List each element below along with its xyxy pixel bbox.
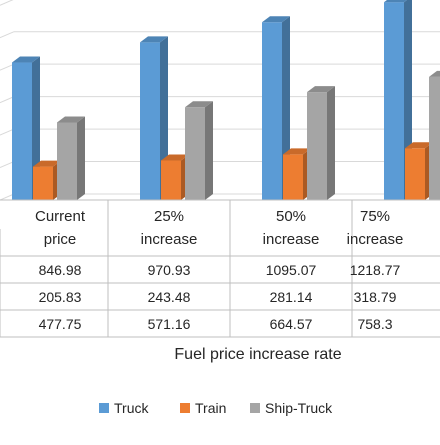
bar-top	[161, 154, 189, 161]
bar	[12, 56, 40, 201]
bar	[185, 101, 213, 200]
bar-top	[283, 148, 311, 155]
bar	[429, 70, 440, 200]
data-label: 205.83	[39, 289, 82, 305]
bar-side	[327, 86, 335, 200]
x-axis-label: Fuel price increase rate	[174, 346, 341, 363]
bar-front	[307, 92, 327, 200]
category-label: increase	[347, 231, 404, 248]
bar	[161, 154, 189, 200]
bar	[140, 36, 168, 200]
category-label: increase	[141, 231, 198, 248]
legend-label: Train	[195, 400, 226, 416]
category-label: Current	[35, 208, 86, 225]
bar-side	[205, 101, 213, 200]
gridline-side	[0, 128, 15, 136]
category-label: price	[44, 231, 77, 248]
legend-label: Ship-Truck	[265, 400, 333, 416]
bar-front	[57, 122, 77, 200]
data-label: 243.48	[148, 289, 191, 305]
bar-top	[429, 70, 440, 77]
bar-front	[429, 76, 440, 200]
bar-top	[57, 116, 85, 123]
gridline-side	[0, 0, 14, 6]
gridline-side	[0, 31, 15, 39]
data-label: 970.93	[148, 262, 191, 278]
bar-top	[33, 160, 61, 167]
bar-front	[33, 166, 53, 200]
data-label: 664.57	[270, 316, 313, 332]
gridline-side	[0, 193, 15, 201]
data-label: 758.3	[357, 316, 392, 332]
bar-top	[307, 86, 335, 93]
bar-front	[185, 107, 205, 200]
bar-top	[12, 56, 40, 63]
legend-swatch	[250, 403, 260, 413]
bar-front	[384, 2, 404, 200]
category-label: 75%	[360, 208, 390, 225]
data-label: 281.14	[270, 289, 313, 305]
category-label: increase	[263, 231, 320, 248]
bar-front	[405, 148, 425, 200]
bar	[405, 142, 433, 200]
bar-top	[262, 16, 290, 23]
bar	[307, 86, 335, 200]
bar-top	[405, 142, 433, 149]
bar	[283, 148, 311, 200]
bar-top	[185, 101, 213, 108]
data-label: 1095.07	[266, 262, 317, 278]
bar-front	[283, 154, 303, 200]
bar-front	[140, 42, 160, 200]
bars	[12, 0, 440, 201]
legend-swatch	[180, 403, 190, 413]
gridline-side	[0, 63, 15, 71]
data-table: Current price 25% increase 50% increase 75% inc…	[0, 199, 440, 338]
data-label: 846.98	[39, 262, 82, 278]
category-label: 25%	[154, 208, 184, 225]
data-label: 1218.77	[350, 262, 401, 278]
data-label: 318.79	[354, 289, 397, 305]
legend-item: Train	[180, 400, 226, 416]
bar-top	[140, 36, 168, 43]
bar-front	[12, 62, 32, 201]
gridline-side	[0, 96, 15, 104]
data-label: 477.75	[39, 316, 82, 332]
bar-front	[262, 22, 282, 200]
legend-item: Ship-Truck	[250, 400, 333, 416]
legend: Truck Train Ship-Truck	[99, 400, 333, 416]
gridline-side	[0, 161, 15, 168]
bar	[57, 116, 85, 200]
bar-top	[384, 0, 407, 3]
bar-front	[161, 160, 181, 200]
legend-label: Truck	[114, 400, 149, 416]
bar	[33, 160, 61, 200]
data-label: 571.16	[148, 316, 191, 332]
bar-side	[77, 116, 85, 200]
legend-item: Truck	[99, 400, 149, 416]
legend-swatch	[99, 403, 109, 413]
category-label: 50%	[276, 208, 306, 225]
